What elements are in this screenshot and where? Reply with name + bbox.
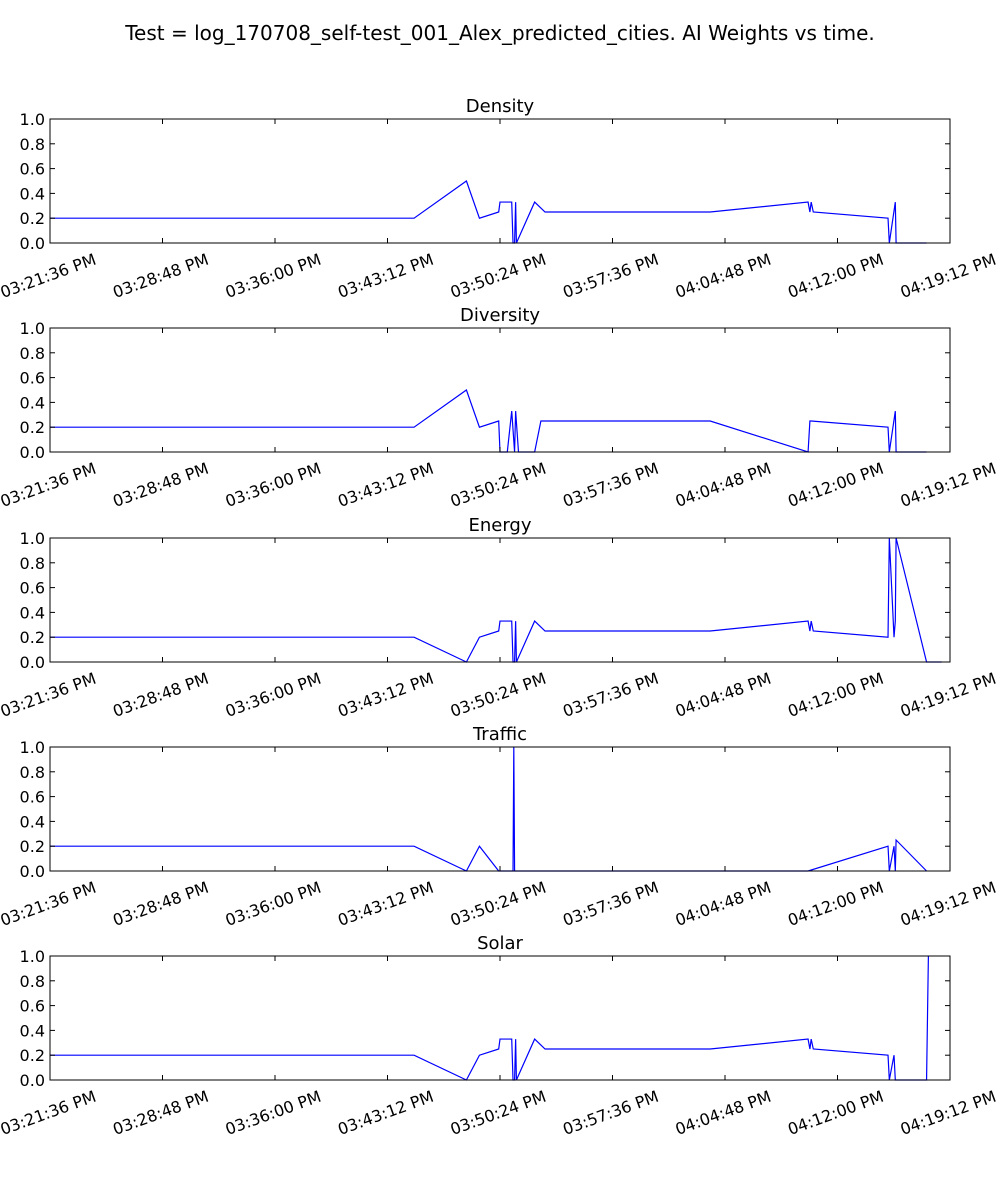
x-tick-label: 03:57:36 PM bbox=[560, 250, 661, 302]
subplot-title: Density bbox=[466, 96, 535, 117]
axes-frame bbox=[49, 118, 951, 244]
y-tick-label: 0.8 bbox=[20, 972, 45, 991]
y-tick-label: 0.0 bbox=[20, 234, 45, 253]
x-tick-label: 03:28:48 PM bbox=[110, 1087, 211, 1139]
x-tick-label: 03:36:00 PM bbox=[223, 1087, 324, 1139]
subplot-title: Solar bbox=[477, 933, 523, 954]
x-tick-label: 03:50:24 PM bbox=[448, 669, 549, 721]
x-tick-label: 03:57:36 PM bbox=[560, 878, 661, 930]
y-tick-label: 1.0 bbox=[20, 947, 45, 966]
y-tick-label: 0.4 bbox=[20, 1021, 45, 1040]
y-tick-label: 1.0 bbox=[20, 319, 45, 338]
x-tick-label: 04:12:00 PM bbox=[785, 878, 886, 930]
x-tick-label: 03:36:00 PM bbox=[223, 459, 324, 511]
x-tick-label: 04:19:12 PM bbox=[898, 250, 999, 302]
x-tick-label: 03:36:00 PM bbox=[223, 878, 324, 930]
y-tick-label: 0.6 bbox=[20, 160, 45, 179]
y-tick-label: 0.0 bbox=[20, 653, 45, 672]
y-tick-label: 0.6 bbox=[20, 788, 45, 807]
x-tick-label: 03:57:36 PM bbox=[560, 669, 661, 721]
subplot-traffic: Traffic 0.0 0.2 0.4 0.6 0.8 1.0 03:21:36 PM 03:2… bbox=[0, 724, 999, 930]
axes-frame bbox=[49, 327, 951, 453]
subplot-energy: Energy 0.0 0.2 0.4 0.6 0.8 1.0 03:21:36 PM 03:28… bbox=[0, 515, 999, 721]
y-tick-label: 0.0 bbox=[20, 443, 45, 462]
subplot-density: Density 0.0 0.2 0.4 0.6 0.8 1.0 03:21:36 PM 03:2… bbox=[0, 96, 999, 302]
x-tick-label: 03:43:12 PM bbox=[335, 459, 436, 511]
y-tick-label: 0.8 bbox=[20, 763, 45, 782]
y-tick-label: 0.6 bbox=[20, 997, 45, 1016]
y-tick-label: 0.4 bbox=[20, 184, 45, 203]
axes-frame bbox=[49, 537, 951, 663]
y-tick-label: 0.0 bbox=[20, 862, 45, 881]
subplot-solar: Solar 0.0 0.2 0.4 0.6 0.8 1.0 03:21:36 PM 03:28:… bbox=[0, 933, 999, 1139]
series-line bbox=[50, 746, 927, 872]
x-tick-label: 03:57:36 PM bbox=[560, 459, 661, 511]
y-tick-label: 0.4 bbox=[20, 393, 45, 412]
x-tick-label: 04:04:48 PM bbox=[673, 669, 774, 721]
y-tick-label: 0.0 bbox=[20, 1071, 45, 1090]
y-tick-label: 0.2 bbox=[20, 837, 45, 856]
x-tick-label: 03:36:00 PM bbox=[223, 669, 324, 721]
x-tick-label: 03:36:00 PM bbox=[223, 250, 324, 302]
y-tick-label: 0.4 bbox=[20, 603, 45, 622]
y-tick-label: 0.2 bbox=[20, 418, 45, 437]
x-tick-label: 03:28:48 PM bbox=[110, 459, 211, 511]
x-tick-label: 03:50:24 PM bbox=[448, 459, 549, 511]
y-tick-label: 0.8 bbox=[20, 554, 45, 573]
x-tick-label: 03:50:24 PM bbox=[448, 878, 549, 930]
y-tick-label: 0.6 bbox=[20, 369, 45, 388]
x-tick-label: 03:28:48 PM bbox=[110, 669, 211, 721]
x-tick-label: 03:43:12 PM bbox=[335, 1087, 436, 1139]
figure-title: Test = log_170708_self-test_001_Alex_pre… bbox=[124, 21, 875, 45]
series-line bbox=[50, 537, 942, 663]
x-tick-label: 03:21:36 PM bbox=[0, 1087, 99, 1139]
x-tick-label: 04:12:00 PM bbox=[785, 459, 886, 511]
y-tick-label: 1.0 bbox=[20, 110, 45, 129]
x-tick-label: 03:21:36 PM bbox=[0, 250, 99, 302]
x-tick-label: 04:19:12 PM bbox=[898, 878, 999, 930]
x-tick-label: 03:50:24 PM bbox=[448, 250, 549, 302]
x-tick-label: 03:21:36 PM bbox=[0, 459, 99, 511]
axes-frame bbox=[49, 955, 951, 1081]
x-tick-label: 04:04:48 PM bbox=[673, 878, 774, 930]
x-tick-label: 04:12:00 PM bbox=[785, 669, 886, 721]
x-tick-label: 03:57:36 PM bbox=[560, 1087, 661, 1139]
y-tick-label: 0.2 bbox=[20, 209, 45, 228]
series-line bbox=[50, 955, 929, 1081]
x-tick-label: 03:43:12 PM bbox=[335, 250, 436, 302]
y-tick-label: 0.6 bbox=[20, 579, 45, 598]
axes-frame bbox=[49, 746, 951, 872]
x-tick-label: 03:28:48 PM bbox=[110, 250, 211, 302]
x-tick-label: 04:12:00 PM bbox=[785, 1087, 886, 1139]
subplot-title: Energy bbox=[468, 515, 531, 536]
x-tick-label: 03:50:24 PM bbox=[448, 1087, 549, 1139]
x-tick-label: 03:21:36 PM bbox=[0, 878, 99, 930]
y-tick-label: 0.8 bbox=[20, 344, 45, 363]
x-tick-label: 04:04:48 PM bbox=[673, 250, 774, 302]
series-line bbox=[50, 389, 927, 453]
x-tick-label: 03:43:12 PM bbox=[335, 669, 436, 721]
subplot-title: Diversity bbox=[460, 305, 540, 326]
y-tick-label: 0.8 bbox=[20, 135, 45, 154]
series-line bbox=[50, 180, 927, 244]
subplot-title: Traffic bbox=[472, 724, 527, 745]
y-tick-label: 0.4 bbox=[20, 812, 45, 831]
x-tick-label: 04:19:12 PM bbox=[898, 669, 999, 721]
x-tick-label: 03:28:48 PM bbox=[110, 878, 211, 930]
x-tick-label: 04:19:12 PM bbox=[898, 1087, 999, 1139]
x-tick-label: 04:04:48 PM bbox=[673, 1087, 774, 1139]
y-tick-label: 0.2 bbox=[20, 628, 45, 647]
x-tick-label: 04:04:48 PM bbox=[673, 459, 774, 511]
x-tick-label: 03:21:36 PM bbox=[0, 669, 99, 721]
x-tick-label: 03:43:12 PM bbox=[335, 878, 436, 930]
x-tick-label: 04:19:12 PM bbox=[898, 459, 999, 511]
x-tick-label: 04:12:00 PM bbox=[785, 250, 886, 302]
y-tick-label: 1.0 bbox=[20, 529, 45, 548]
y-tick-label: 0.2 bbox=[20, 1046, 45, 1065]
y-tick-label: 1.0 bbox=[20, 738, 45, 757]
